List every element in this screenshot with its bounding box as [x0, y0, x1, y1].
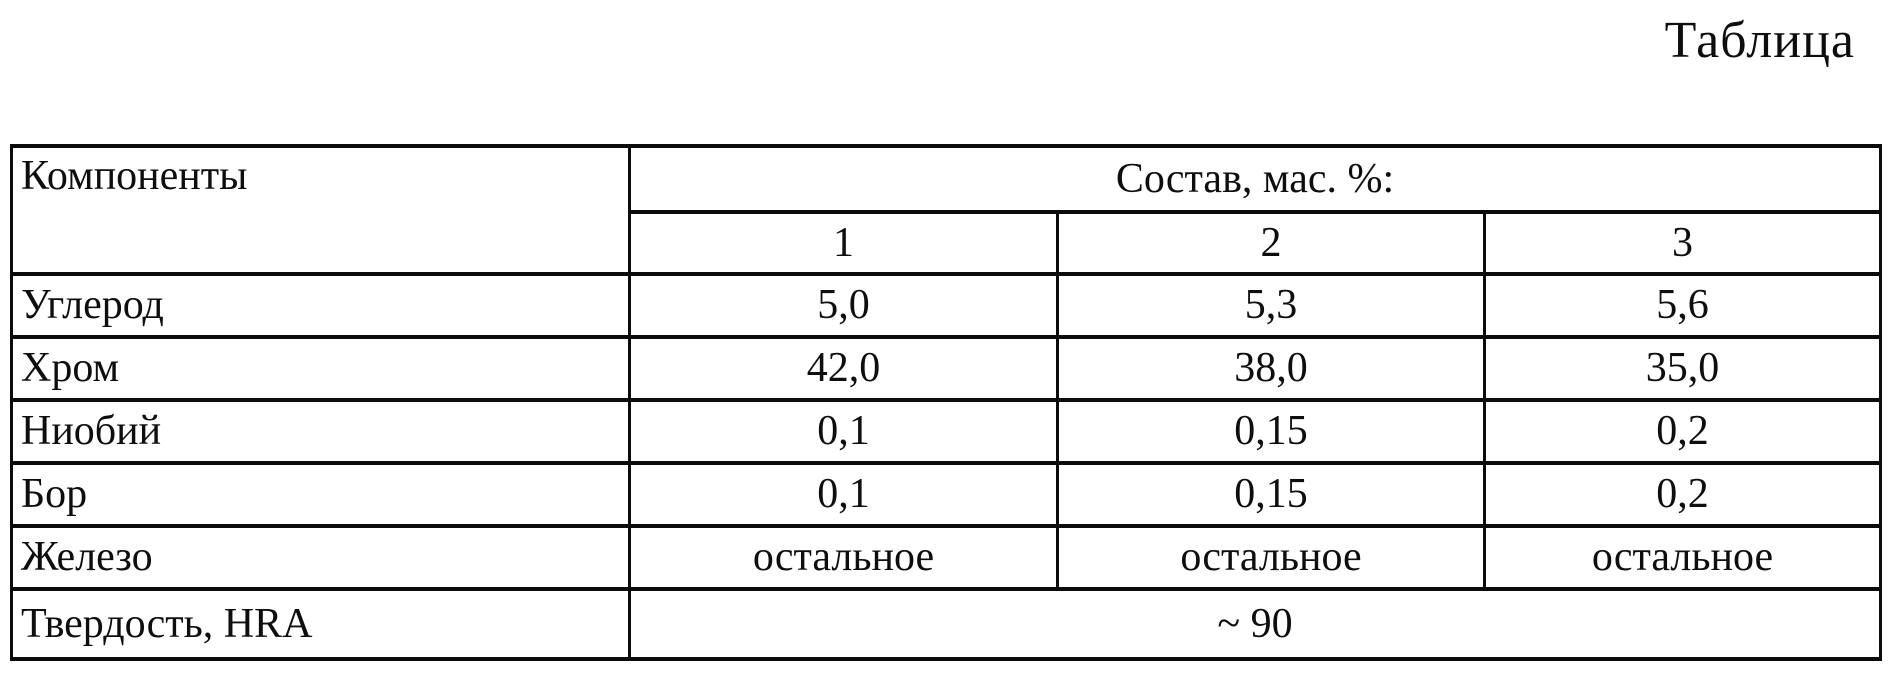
- table-row-niobiy: Ниобий 0,1 0,15 0,2: [10, 398, 1882, 465]
- hardness-value-cell: ~ 90: [628, 587, 1882, 661]
- table-cell: 0,2: [1483, 398, 1882, 465]
- group-header-cell: Состав, мас. %:: [628, 144, 1882, 214]
- table-cell: 5,3: [1056, 272, 1486, 339]
- row-label: Твердость, HRA: [10, 587, 631, 661]
- row-label: Хром: [10, 335, 631, 402]
- table-cell: 5,6: [1483, 272, 1882, 339]
- table-cell: 35,0: [1483, 335, 1882, 402]
- row-label: Железо: [10, 524, 631, 591]
- column-header-1: 1: [628, 210, 1059, 276]
- row-label: Углерод: [10, 272, 631, 339]
- table-cell: 0,1: [628, 398, 1059, 465]
- composition-table: Компоненты Состав, мас. %: 1 2 3 Углерод…: [10, 144, 1882, 661]
- table-row-bor: Бор 0,1 0,15 0,2: [10, 461, 1882, 528]
- table-row-khrom: Хром 42,0 38,0 35,0: [10, 335, 1882, 402]
- table-cell: 0,1: [628, 461, 1059, 528]
- column-header-3: 3: [1483, 210, 1882, 276]
- table-cell: 5,0: [628, 272, 1059, 339]
- table-cell: остальное: [1056, 524, 1486, 591]
- header-row-group: Компоненты Состав, мас. %:: [10, 144, 1882, 276]
- table-row-uglerod: Углерод 5,0 5,3 5,6: [10, 272, 1882, 339]
- row-label: Бор: [10, 461, 631, 528]
- table-cell: 42,0: [628, 335, 1059, 402]
- table-cell: 38,0: [1056, 335, 1486, 402]
- table-row-zhelezo: Железо остальное остальное остальное: [10, 524, 1882, 591]
- corner-header-cell: Компоненты: [10, 144, 631, 276]
- column-header-2: 2: [1056, 210, 1486, 276]
- table-cell: остальное: [1483, 524, 1882, 591]
- page-title: Таблица: [1664, 12, 1855, 69]
- table-cell: 0,2: [1483, 461, 1882, 528]
- header-row-columns: 1 2 3: [12, 210, 1882, 276]
- table-cell: 0,15: [1056, 461, 1486, 528]
- table-cell: 0,15: [1056, 398, 1486, 465]
- table-cell: остальное: [628, 524, 1059, 591]
- row-label: Ниобий: [10, 398, 631, 465]
- table-row-hardness: Твердость, HRA ~ 90: [10, 587, 1882, 661]
